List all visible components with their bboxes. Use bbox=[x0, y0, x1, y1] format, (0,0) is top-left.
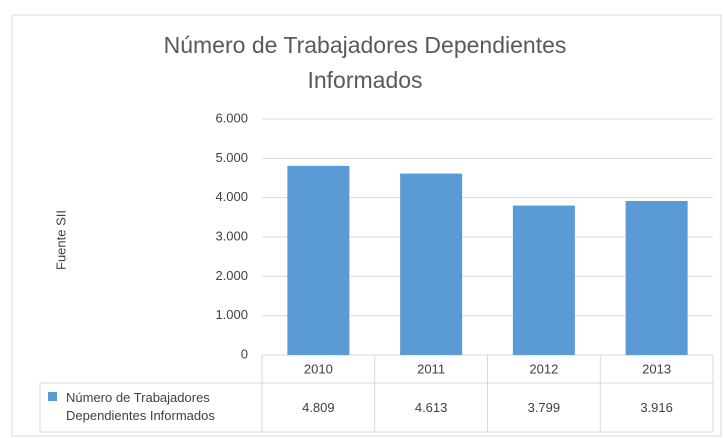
bar bbox=[625, 200, 688, 355]
legend-swatch bbox=[48, 392, 57, 401]
data-label: 3.799 bbox=[528, 400, 561, 415]
data-label: 4.809 bbox=[302, 400, 335, 415]
data-label: 3.916 bbox=[640, 400, 673, 415]
y-tick-label: 3.000 bbox=[215, 228, 248, 243]
y-tick-label: 5.000 bbox=[215, 150, 248, 165]
y-tick-label: 4.000 bbox=[215, 189, 248, 204]
y-tick-label: 1.000 bbox=[215, 307, 248, 322]
legend-label: Número de Trabajadores Dependientes Info… bbox=[66, 390, 215, 423]
x-tick-label: 2011 bbox=[417, 361, 445, 376]
y-tick-label: 2.000 bbox=[215, 268, 248, 283]
bar bbox=[287, 165, 350, 355]
data-label: 4.613 bbox=[415, 400, 448, 415]
y-axis-label: Fuente SII bbox=[53, 210, 68, 270]
x-tick-label: 2010 bbox=[304, 361, 333, 376]
x-tick-label: 2012 bbox=[529, 361, 558, 376]
y-tick-label: 6.000 bbox=[215, 110, 248, 125]
chart-title: Número de Trabajadores Dependientes Info… bbox=[163, 32, 567, 93]
chart-frame bbox=[11, 14, 722, 437]
bar bbox=[400, 173, 463, 355]
x-tick-label: 2013 bbox=[642, 361, 671, 376]
bar bbox=[512, 205, 575, 355]
y-tick-label: 0 bbox=[241, 346, 248, 361]
